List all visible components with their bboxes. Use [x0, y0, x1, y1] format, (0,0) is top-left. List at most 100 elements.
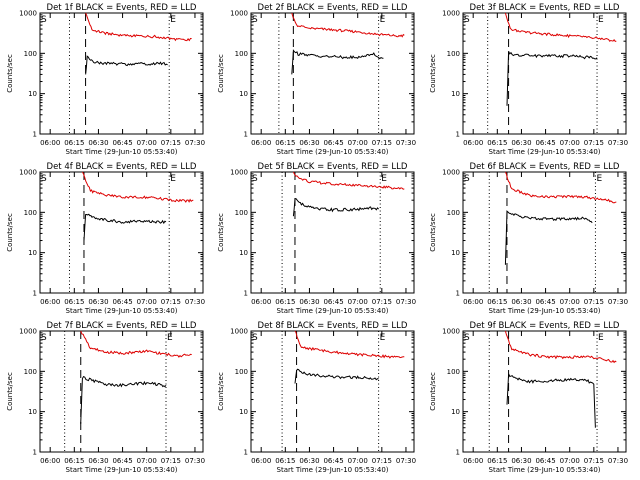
x-tick-label: 06:30 [299, 457, 319, 465]
x-axis-label: Start Time (29-Jun-10 05:53:40) [277, 466, 389, 474]
panel-6: Det 6f BLACK = Events, RED = LLD 1 10 100 10… [429, 162, 628, 315]
x-axis-label: Start Time (29-Jun-10 05:53:40) [489, 466, 601, 474]
x-tick-label: 06:00 [40, 298, 60, 306]
x-tick-label: 07:00 [137, 139, 157, 147]
y-axis-label: Counts/sec [217, 372, 225, 411]
x-tick-label: 07:15 [584, 139, 604, 147]
y-tick-label: 10 [239, 90, 248, 98]
x-tick-label: 07:30 [396, 457, 416, 465]
y-axis-label: Counts/sec [6, 54, 14, 93]
lld-series-line [81, 171, 194, 203]
end-marker: E [596, 174, 602, 184]
end-marker: E [598, 15, 604, 25]
y-tick-label: 100 [24, 209, 37, 217]
panel-title: Det 9f BLACK = Events, RED = LLD [470, 321, 620, 331]
y-tick-label: 100 [235, 209, 248, 217]
plot-frame [39, 171, 204, 294]
x-tick-label: 06:30 [511, 139, 531, 147]
x-axis-label: Start Time (29-Jun-10 05:53:40) [66, 466, 178, 474]
plot-frame [39, 330, 204, 453]
end-marker: E [598, 333, 604, 343]
start-marker: S [41, 174, 47, 184]
panel-title: Det 1f BLACK = Events, RED = LLD [47, 3, 197, 13]
y-axis-label: Counts/sec [217, 213, 225, 252]
x-axis-label: Start Time (29-Jun-10 05:53:40) [277, 307, 389, 315]
plot-frame [39, 12, 204, 135]
y-tick-label: 1000 [19, 328, 37, 336]
x-tick-label: 07:30 [396, 298, 416, 306]
y-tick-label: 1 [244, 290, 248, 298]
events-series-line [506, 373, 596, 428]
x-tick-label: 07:15 [372, 139, 392, 147]
x-tick-label: 06:00 [463, 139, 483, 147]
y-tick-label: 10 [28, 249, 37, 257]
x-tick-label: 06:15 [487, 298, 507, 306]
x-tick-label: 06:15 [275, 139, 295, 147]
y-tick-label: 10 [239, 408, 248, 416]
plot-frame [462, 12, 627, 135]
y-tick-label: 1 [456, 131, 460, 139]
panel-7: Det 7f BLACK = Events, RED = LLD 1 10 100 10… [6, 321, 205, 474]
panel-title: Det 2f BLACK = Events, RED = LLD [258, 3, 408, 13]
x-tick-label: 07:00 [348, 457, 368, 465]
y-tick-label: 1 [33, 131, 37, 139]
y-tick-label: 1000 [442, 169, 460, 177]
x-axis-label: Start Time (29-Jun-10 05:53:40) [277, 148, 389, 156]
x-tick-label: 07:15 [161, 298, 181, 306]
x-tick-label: 06:30 [88, 457, 108, 465]
lld-series-line [504, 330, 617, 364]
y-tick-label: 1000 [230, 328, 248, 336]
panel-1: Det 1f BLACK = Events, RED = LLD 1 10 100 10… [6, 3, 205, 156]
x-tick-label: 07:00 [560, 139, 580, 147]
x-tick-label: 06:45 [112, 457, 132, 465]
start-marker: S [252, 174, 258, 184]
y-tick-label: 100 [447, 50, 460, 58]
y-tick-label: 10 [28, 90, 37, 98]
x-tick-label: 07:00 [137, 298, 157, 306]
y-tick-label: 10 [451, 90, 460, 98]
x-tick-label: 06:00 [251, 298, 271, 306]
x-tick-label: 07:15 [584, 298, 604, 306]
start-marker: S [252, 333, 258, 343]
x-tick-label: 06:15 [487, 457, 507, 465]
events-series-line [291, 49, 384, 75]
end-marker: E [380, 333, 386, 343]
y-tick-label: 10 [451, 408, 460, 416]
x-tick-label: 06:30 [511, 457, 531, 465]
x-tick-label: 06:30 [299, 298, 319, 306]
x-tick-label: 07:30 [185, 298, 205, 306]
end-marker: E [381, 174, 387, 184]
x-tick-label: 06:00 [251, 139, 271, 147]
x-axis-label: Start Time (29-Jun-10 05:53:40) [66, 148, 178, 156]
y-tick-label: 1 [33, 290, 37, 298]
y-tick-label: 100 [24, 368, 37, 376]
y-tick-label: 1000 [19, 169, 37, 177]
end-marker: E [170, 174, 176, 184]
y-tick-label: 100 [447, 368, 460, 376]
end-marker: E [170, 15, 176, 25]
lld-series-line [294, 330, 405, 359]
x-tick-label: 06:30 [299, 139, 319, 147]
x-tick-label: 06:15 [275, 457, 295, 465]
start-marker: S [41, 15, 47, 25]
y-tick-label: 1000 [19, 10, 37, 18]
x-tick-label: 06:30 [88, 298, 108, 306]
x-tick-label: 07:15 [372, 298, 392, 306]
y-tick-label: 1 [33, 449, 37, 457]
start-marker: S [464, 174, 470, 184]
x-tick-label: 06:30 [511, 298, 531, 306]
panel-4: Det 4f BLACK = Events, RED = LLD 1 10 100 10… [6, 162, 205, 315]
x-tick-label: 07:30 [185, 457, 205, 465]
x-tick-label: 07:15 [161, 139, 181, 147]
x-tick-label: 07:15 [161, 457, 181, 465]
panel-title: Det 6f BLACK = Events, RED = LLD [470, 162, 620, 172]
x-tick-label: 07:00 [560, 298, 580, 306]
x-tick-label: 06:15 [64, 139, 84, 147]
x-tick-label: 07:00 [560, 457, 580, 465]
start-marker: S [464, 333, 470, 343]
lld-series-line [292, 171, 405, 190]
x-axis-label: Start Time (29-Jun-10 05:53:40) [489, 307, 601, 315]
start-marker: S [41, 333, 47, 343]
lld-series-line [504, 12, 617, 42]
